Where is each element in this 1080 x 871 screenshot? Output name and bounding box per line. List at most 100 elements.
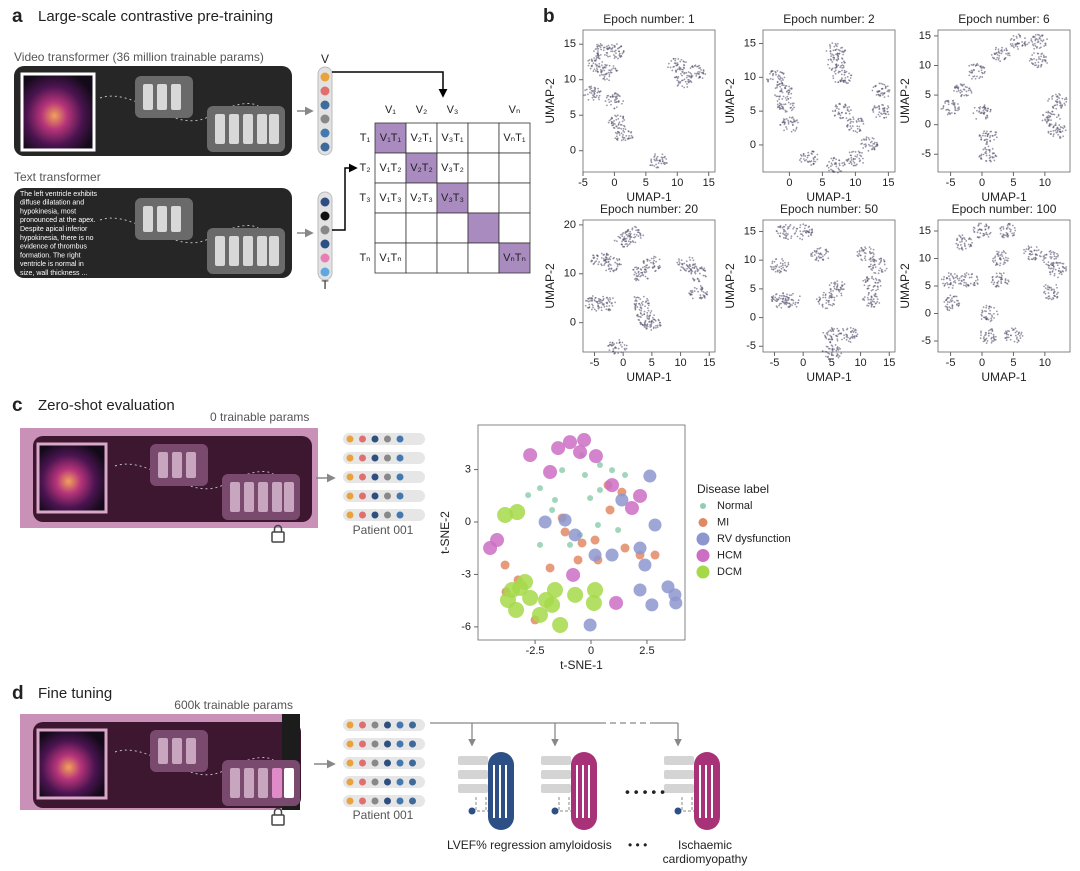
umap-dot [600, 306, 603, 309]
umap-dot [691, 289, 693, 292]
umap-dot [881, 92, 884, 94]
umap-dot [787, 97, 790, 100]
umap-dot [612, 65, 615, 67]
cluster [828, 280, 846, 297]
umap-dot [1052, 253, 1055, 256]
umap-dot [603, 73, 606, 76]
umap-dot [976, 62, 979, 65]
umap-dot [634, 241, 637, 244]
umap-dot [830, 288, 832, 291]
umap-dot [771, 262, 774, 265]
umap-dot [1061, 265, 1064, 268]
umap-dot [965, 240, 968, 242]
y-tick-label: 10 [919, 59, 931, 71]
umap-dot [949, 299, 952, 301]
umap-dot [840, 79, 843, 82]
umap-dot [652, 257, 655, 260]
umap-dot [853, 329, 856, 332]
umap-dot [1000, 226, 1003, 228]
umap-dot [821, 350, 824, 353]
umap-dot [660, 156, 663, 159]
umap-dot [1029, 57, 1032, 60]
umap-dot [990, 317, 993, 320]
umap-dot [648, 320, 651, 323]
umap-dot [840, 170, 843, 172]
plot-frame [582, 219, 716, 353]
umap-dot [772, 268, 775, 271]
umap-dot [843, 161, 845, 164]
umap-dot [850, 120, 852, 123]
cluster [815, 291, 836, 310]
umap-dot [807, 231, 810, 234]
umap-dot [963, 242, 966, 245]
umap-dot [878, 111, 881, 114]
umap-dot [1053, 288, 1055, 291]
col-header: V₃ [447, 104, 459, 116]
umap-dot [1063, 98, 1066, 101]
umap-dot [643, 313, 646, 316]
umap-dot [834, 109, 837, 112]
umap-dot [781, 98, 784, 100]
umap-dot [1002, 272, 1005, 275]
umap-dot [1054, 100, 1057, 103]
umap-dot [611, 46, 614, 49]
umap-dot [833, 70, 836, 73]
umap-dot [1047, 131, 1050, 134]
umap-dot [810, 160, 813, 162]
umap-dot [979, 65, 982, 68]
umap-dot [872, 146, 875, 149]
umap-dot [870, 260, 872, 263]
umap-dot [611, 43, 613, 46]
umap-dot [818, 299, 821, 302]
umap-dot [699, 294, 702, 297]
umap-dot [679, 60, 682, 63]
cluster [825, 42, 847, 59]
encoder-layer [230, 768, 240, 798]
umap-dot [839, 332, 842, 335]
umap-dot [638, 302, 640, 305]
umap-dot [612, 67, 615, 70]
umap-dot [868, 250, 871, 253]
umap-dot [597, 90, 600, 93]
point [490, 533, 505, 548]
umap-dot [594, 96, 597, 99]
umap-dot [813, 156, 816, 159]
encoder-layer [269, 236, 279, 266]
umap-dot [1001, 251, 1003, 254]
umap-dot [951, 299, 954, 302]
umap-dot [1047, 286, 1049, 289]
umap-dot [881, 103, 883, 106]
umap-dot [864, 281, 867, 284]
cluster [940, 99, 961, 116]
umap-dot [614, 45, 616, 48]
umap-dot [1001, 278, 1004, 281]
umap-dot [600, 256, 603, 259]
umap-dot [864, 145, 867, 148]
umap-dot [967, 273, 970, 276]
umap-dot [678, 258, 680, 261]
umap-dot [984, 148, 987, 150]
umap-dot [1055, 131, 1058, 134]
umap-dot [993, 306, 995, 309]
umap-dot [864, 259, 867, 262]
umap-dot [635, 229, 638, 232]
umap-dot [699, 296, 702, 299]
umap-dot [864, 296, 866, 298]
y-axis-label: UMAP-2 [898, 78, 912, 124]
umap-dot [871, 277, 873, 280]
encoder-layer [171, 206, 181, 232]
umap-dot [590, 259, 593, 262]
umap-dot [1048, 122, 1051, 125]
embedding-dot [346, 473, 354, 481]
umap-dot [604, 100, 607, 102]
umap-dot [988, 305, 991, 308]
umap-dot [846, 158, 849, 161]
umap-dot [787, 263, 790, 266]
umap-dot [979, 232, 982, 235]
umap-dot [1034, 45, 1037, 47]
umap-dot [1056, 286, 1058, 289]
umap-dot [686, 265, 689, 268]
matrix-cell [374, 212, 407, 244]
umap-dot [629, 137, 632, 140]
umap-dot [870, 148, 873, 151]
